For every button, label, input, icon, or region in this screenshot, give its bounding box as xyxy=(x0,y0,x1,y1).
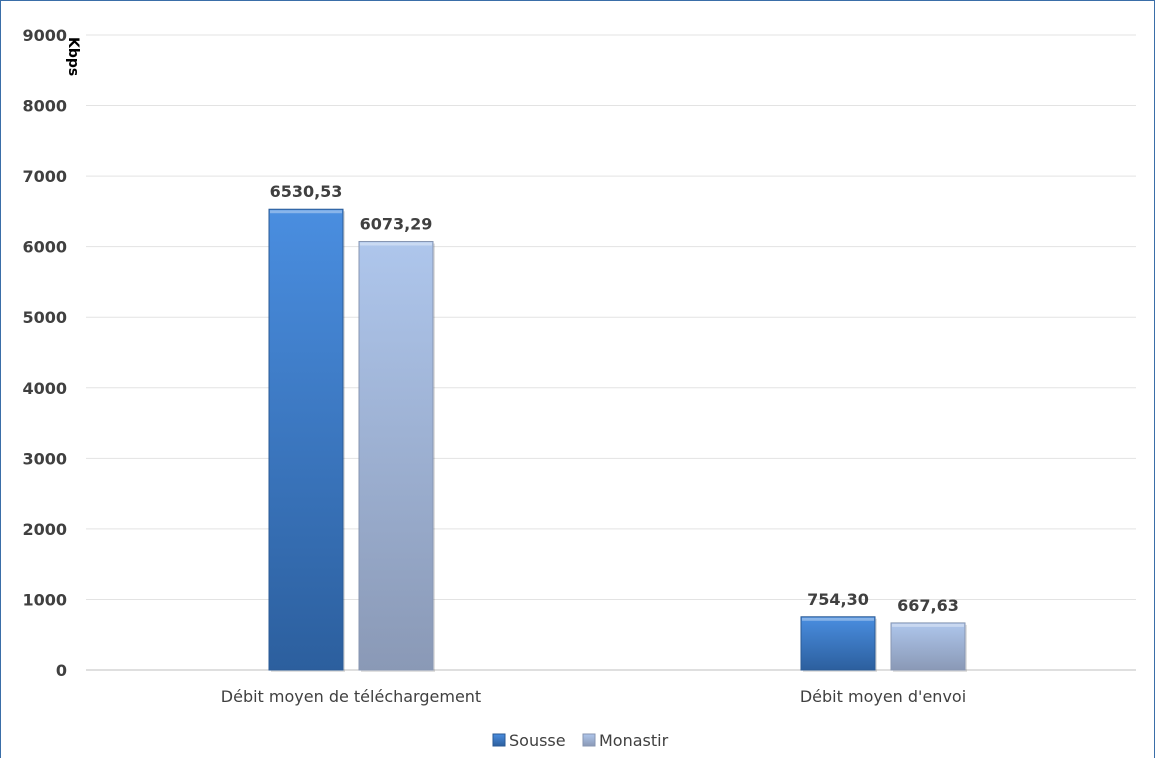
bar-sousse xyxy=(268,208,344,671)
x-category-label: Débit moyen de téléchargement xyxy=(221,687,481,706)
legend-swatch-sousse xyxy=(492,733,506,747)
y-tick-label: 7000 xyxy=(22,167,67,186)
legend-label-sousse: Sousse xyxy=(509,731,566,750)
bar-highlight xyxy=(360,242,432,246)
legend-swatch-monastir xyxy=(582,733,596,747)
gridlines xyxy=(86,34,1136,671)
bars: 6530,53 6073,29 754,30 667,63 xyxy=(268,182,967,672)
bar-monastir xyxy=(358,240,434,671)
data-label: 754,30 xyxy=(807,590,869,609)
y-tick-label: 4000 xyxy=(22,379,67,398)
y-tick-label: 9000 xyxy=(22,26,67,45)
legend: Sousse Monastir xyxy=(492,731,669,750)
x-category-label: Débit moyen d'envoi xyxy=(800,687,966,706)
y-tick-label: 3000 xyxy=(22,449,67,468)
data-label: 6530,53 xyxy=(270,182,343,201)
y-tick-label: 6000 xyxy=(22,238,67,257)
legend-label-monastir: Monastir xyxy=(599,731,669,750)
bar-monastir xyxy=(890,622,966,671)
y-tick-label: 0 xyxy=(56,661,67,680)
y-tick-label: 5000 xyxy=(22,308,67,327)
y-tick-label: 8000 xyxy=(22,97,67,116)
data-label: 6073,29 xyxy=(360,214,433,233)
x-axis-category-labels: Débit moyen de téléchargement Débit moyen… xyxy=(221,687,966,706)
y-axis-unit-label: Kbps xyxy=(65,37,81,76)
y-axis: 0 1000 2000 3000 4000 5000 6000 7000 8000 9000 xyxy=(22,26,67,680)
y-tick-label: 1000 xyxy=(22,590,67,609)
y-tick-label: 2000 xyxy=(22,520,67,539)
bar-sousse xyxy=(800,616,876,671)
bar-highlight xyxy=(802,617,874,621)
bar-highlight xyxy=(892,623,964,627)
bar-highlight xyxy=(270,210,342,214)
data-label: 667,63 xyxy=(897,596,959,615)
